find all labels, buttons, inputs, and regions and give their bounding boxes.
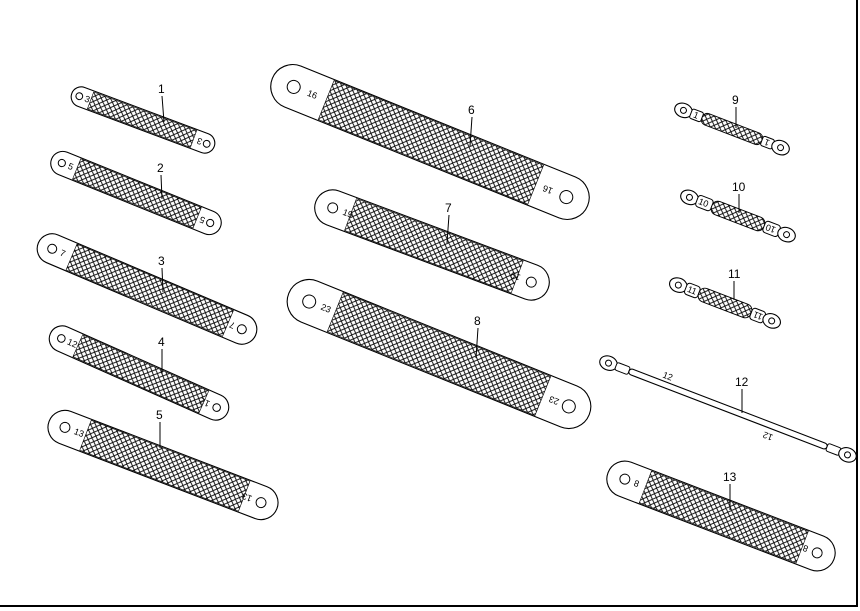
- strap-part-8: 23 23 8: [286, 279, 592, 429]
- part-3-tag-a: 7: [59, 248, 68, 259]
- callout-3: 3: [158, 254, 165, 268]
- part-8-tag-a: 23: [319, 302, 332, 315]
- strap-part-2: 5 5 2: [50, 150, 222, 236]
- callout-13: 13: [723, 470, 737, 484]
- part-4-tag-b: 12: [198, 396, 211, 409]
- strap-part-4: 12 12 4: [48, 325, 230, 421]
- callout-5: 5: [156, 408, 163, 422]
- callout-4: 4: [158, 335, 165, 349]
- callout-11: 11: [728, 267, 741, 281]
- part-9-tag-b: 1: [763, 137, 771, 148]
- cable-part-11: 11 11 11: [669, 267, 781, 329]
- part-5-tag-b: 13: [241, 491, 254, 504]
- part-7-tag-b: 19: [509, 270, 522, 283]
- part-4-tag-a: 12: [66, 337, 79, 350]
- part-5-tag-a: 13: [73, 426, 86, 439]
- part-2-tag-a: 5: [66, 161, 74, 172]
- callout-12: 12: [735, 375, 749, 389]
- part-1-tag-a: 3: [83, 94, 91, 105]
- part-1-tag-b: 3: [196, 136, 204, 147]
- part-6-tag-b: 16: [541, 183, 554, 196]
- part-9-tag-a: 1: [692, 110, 700, 121]
- part-8-tag-b: 23: [547, 394, 560, 407]
- strap-part-1: 3 3 1: [70, 82, 216, 154]
- part-10-tag-b: 10: [764, 222, 777, 235]
- part-11-tag-a: 11: [686, 284, 698, 297]
- strap-part-5: 13 13 5: [47, 408, 279, 521]
- part-10-tag-a: 10: [697, 196, 710, 209]
- strap-part-7: 19 19 7: [314, 189, 550, 301]
- part-2-tag-b: 5: [198, 214, 206, 225]
- callout-1: 1: [158, 82, 165, 96]
- strap-part-6: 16 16 6: [270, 64, 590, 220]
- callout-8: 8: [474, 314, 481, 328]
- callout-9: 9: [732, 93, 739, 107]
- part-6-tag-a: 16: [306, 88, 319, 101]
- callout-2: 2: [157, 161, 164, 175]
- part-12-tag-b: 12: [761, 430, 774, 443]
- callout-7: 7: [445, 201, 452, 215]
- part-11-tag-b: 11: [752, 309, 764, 322]
- callout-10: 10: [732, 180, 746, 194]
- callout-6: 6: [468, 103, 475, 117]
- part-3-tag-b: 7: [228, 320, 237, 331]
- part-13-tag-a: 8: [632, 478, 640, 489]
- part-12-tag-a: 12: [661, 370, 674, 383]
- cable-part-9: 1 1 9: [674, 93, 790, 156]
- part-7-tag-a: 19: [341, 207, 354, 220]
- cable-part-10: 10 10 10: [680, 180, 796, 243]
- strap-part-13: 8 8 13: [606, 460, 836, 572]
- part-13-tag-b: 8: [801, 543, 809, 554]
- cable-part-12: 12 12 12: [599, 355, 857, 463]
- strap-part-3: 7 7 3: [36, 233, 258, 345]
